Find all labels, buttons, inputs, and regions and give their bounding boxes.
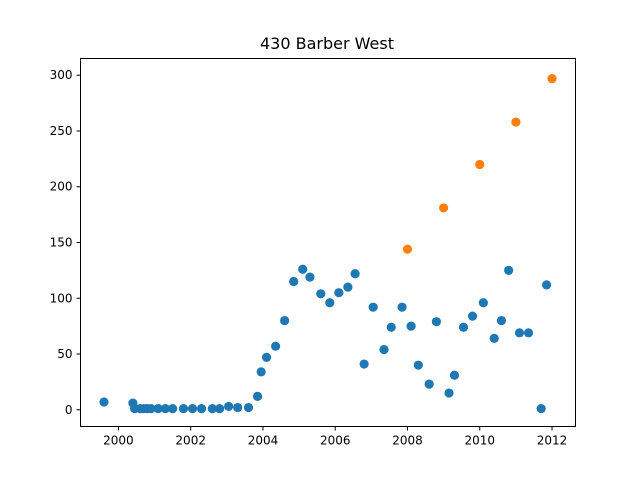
series-1 <box>402 73 557 254</box>
data-point <box>261 352 272 362</box>
data-point <box>334 288 344 298</box>
y-tick-label: 150 <box>50 236 73 250</box>
x-tick-label: 2008 <box>392 434 423 448</box>
series-0 <box>99 264 552 414</box>
data-point <box>541 280 552 290</box>
x-axis: 2000 2002 2004 2006 2008 2010 2012 <box>103 426 568 448</box>
data-point <box>489 333 499 344</box>
data-point <box>431 317 441 327</box>
data-point <box>280 315 290 326</box>
data-point <box>424 379 434 389</box>
y-tick-label: 50 <box>57 347 72 361</box>
data-point <box>511 117 521 127</box>
y-tick-label: 0 <box>65 403 73 417</box>
data-point <box>343 282 353 292</box>
data-point <box>153 404 163 414</box>
data-point <box>406 321 416 331</box>
data-point <box>160 404 171 414</box>
data-point <box>316 289 326 299</box>
data-point <box>271 341 281 351</box>
data-point <box>467 311 478 321</box>
data-point <box>439 203 449 213</box>
x-tick-label: 2004 <box>248 434 279 448</box>
y-tick-label: 100 <box>50 291 73 305</box>
data-point <box>243 402 254 413</box>
chart-title: 430 Barber West <box>260 34 394 53</box>
data-point <box>368 302 378 312</box>
data-point <box>496 315 507 326</box>
data-point <box>413 360 423 370</box>
data-point <box>207 404 217 414</box>
data-point <box>252 391 263 401</box>
data-point <box>215 404 225 414</box>
data-point <box>325 298 335 308</box>
data-point <box>99 397 109 407</box>
data-point <box>298 264 308 274</box>
data-point <box>196 404 207 414</box>
y-tick-label: 250 <box>50 124 73 138</box>
data-point <box>478 298 488 308</box>
x-tick-label: 2006 <box>320 434 351 448</box>
x-tick-label: 2000 <box>103 434 134 448</box>
y-tick-label: 300 <box>50 68 73 82</box>
data-point <box>475 159 485 170</box>
data-point <box>146 404 156 414</box>
data-point <box>536 404 546 414</box>
data-point <box>224 401 234 412</box>
data-point <box>386 322 396 332</box>
data-point <box>458 322 469 332</box>
data-point <box>233 402 243 413</box>
data-point <box>187 404 198 414</box>
data-point <box>359 359 369 369</box>
y-axis: 0 50 100 150 200 250 300 <box>50 68 81 417</box>
data-point <box>168 404 178 414</box>
data-point <box>289 276 299 287</box>
x-tick-label: 2012 <box>537 434 568 448</box>
x-tick-label: 2010 <box>464 434 495 448</box>
plot-frame <box>80 58 576 427</box>
data-point <box>305 272 315 282</box>
data-point <box>523 328 534 338</box>
data-points <box>99 73 557 414</box>
data-point <box>379 344 389 355</box>
data-point <box>504 265 514 275</box>
y-tick-label: 200 <box>50 180 73 194</box>
data-point <box>547 73 557 84</box>
data-point <box>449 370 460 380</box>
data-point <box>444 388 454 398</box>
data-point <box>514 328 525 338</box>
data-point <box>397 302 407 312</box>
data-point <box>402 244 413 254</box>
data-point <box>350 269 360 279</box>
data-point <box>256 367 266 377</box>
data-point <box>178 404 189 414</box>
x-tick-label: 2002 <box>175 434 206 448</box>
